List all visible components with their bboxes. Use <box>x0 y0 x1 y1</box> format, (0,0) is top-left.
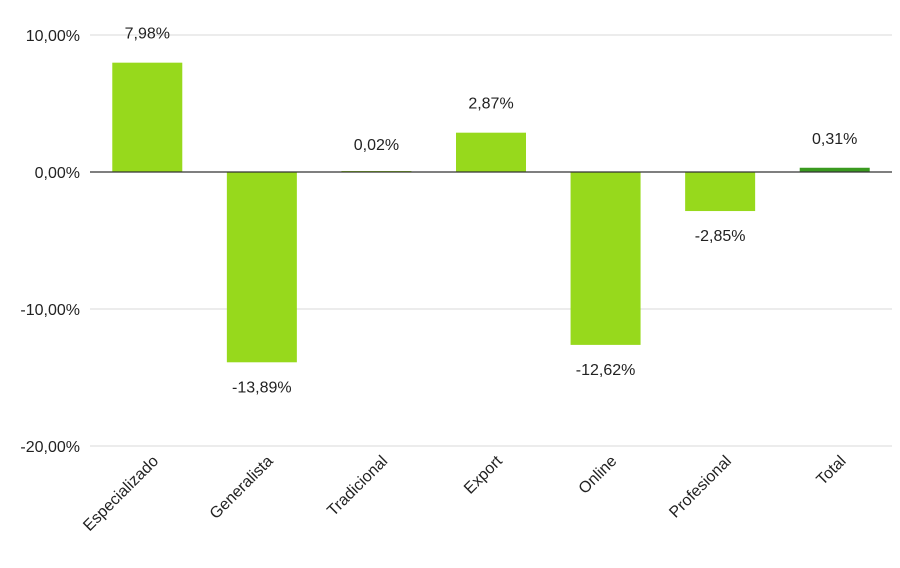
x-tick-label: Export <box>461 452 506 497</box>
x-tick-label: Generalista <box>207 453 277 523</box>
data-label: 0,31% <box>812 131 857 148</box>
y-tick-label: -20,00% <box>20 439 80 456</box>
bar-online <box>570 172 641 345</box>
x-tick-label: Total <box>814 453 850 489</box>
x-tick-label: Online <box>576 453 621 498</box>
y-tick-label: 0,00% <box>35 165 80 182</box>
x-tick-label: Tradicional <box>324 453 391 520</box>
bar-generalista <box>226 172 297 363</box>
data-label: -2,85% <box>695 228 746 245</box>
data-label: 2,87% <box>468 96 513 113</box>
bar-especializado <box>112 62 183 173</box>
y-tick-label: -10,00% <box>20 302 80 319</box>
x-tick-label: Especializado <box>80 453 162 535</box>
y-tick-label: 10,00% <box>26 28 80 45</box>
x-tick-label: Profesional <box>666 453 735 522</box>
bar-total <box>799 167 870 172</box>
data-label: -12,62% <box>576 362 636 379</box>
data-label: 7,98% <box>125 26 170 43</box>
bar-profesional <box>685 172 756 212</box>
data-label: 0,02% <box>354 137 399 154</box>
data-label: -13,89% <box>232 379 292 396</box>
bar-export <box>456 132 526 172</box>
